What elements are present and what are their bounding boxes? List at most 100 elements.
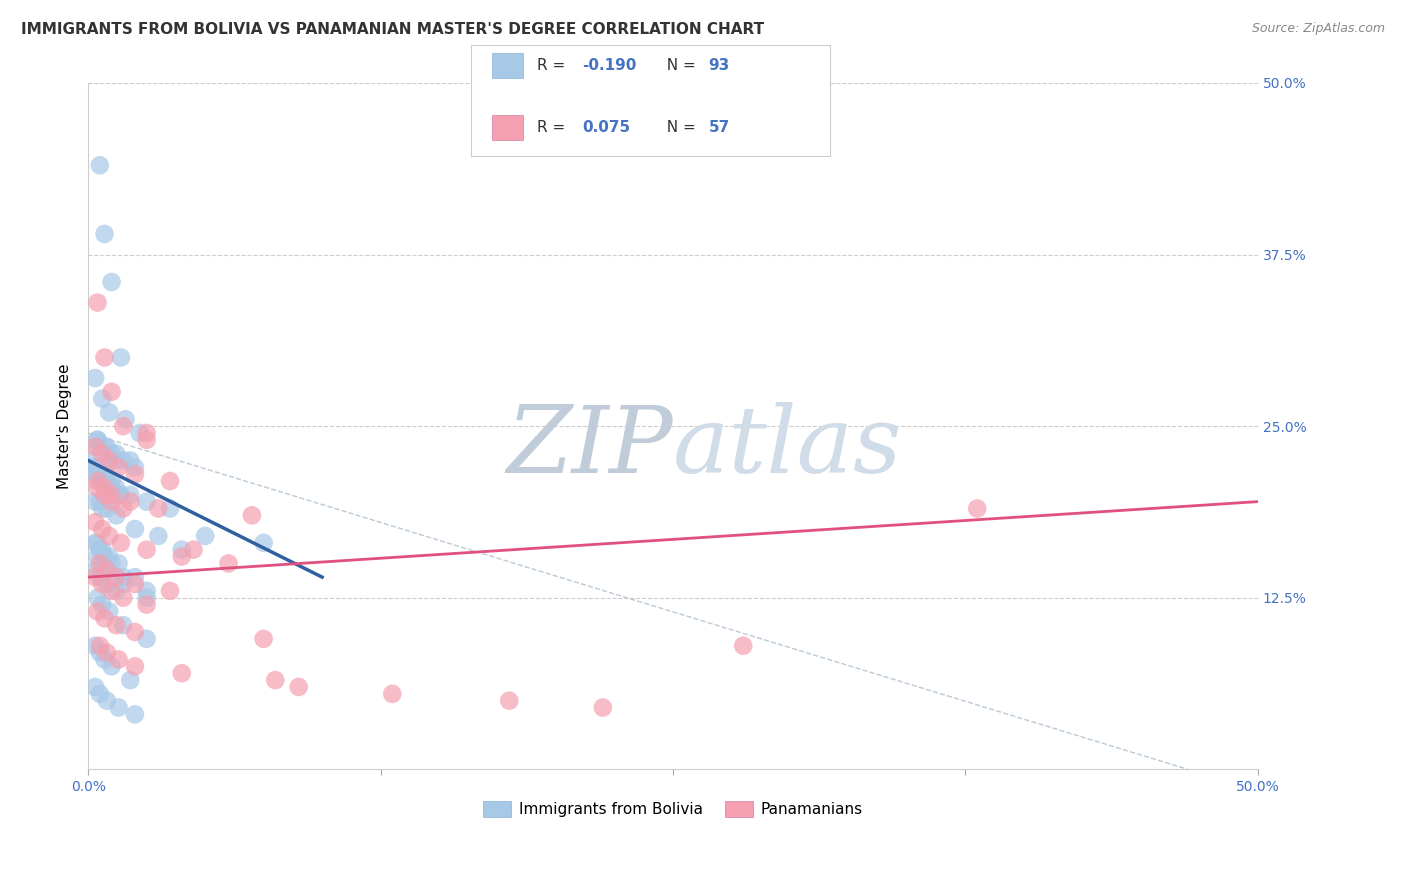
Point	[84, 570, 107, 584]
Point	[120, 488, 142, 502]
Point	[120, 673, 142, 687]
Text: R =: R =	[537, 58, 571, 73]
Point	[107, 557, 129, 571]
Point	[218, 557, 240, 571]
Point	[148, 501, 170, 516]
Point	[93, 474, 115, 488]
Text: N =: N =	[657, 120, 700, 135]
Point	[98, 549, 121, 564]
Point	[96, 694, 118, 708]
Point	[82, 453, 104, 467]
Point	[96, 474, 118, 488]
Text: R =: R =	[537, 120, 571, 135]
Point	[86, 433, 108, 447]
Point	[114, 412, 136, 426]
Point	[120, 494, 142, 508]
Point	[86, 536, 108, 550]
Point	[93, 467, 115, 482]
Text: -0.190: -0.190	[582, 58, 637, 73]
Point	[112, 618, 135, 632]
Point	[86, 433, 108, 447]
Point	[498, 694, 520, 708]
Text: ZIP: ZIP	[506, 401, 673, 491]
Point	[112, 570, 135, 584]
Point	[84, 494, 107, 508]
Point	[98, 481, 121, 495]
Point	[93, 481, 115, 495]
Point	[84, 371, 107, 385]
Point	[287, 680, 309, 694]
Point	[89, 494, 111, 508]
Point	[89, 158, 111, 172]
Text: 93: 93	[709, 58, 730, 73]
Point	[91, 392, 114, 406]
Point	[91, 557, 114, 571]
Point	[86, 295, 108, 310]
Point	[124, 467, 146, 482]
Point	[96, 577, 118, 591]
Point	[96, 474, 118, 488]
Point	[733, 639, 755, 653]
Point	[135, 542, 157, 557]
Point	[98, 453, 121, 467]
Point	[105, 488, 128, 502]
Point	[84, 515, 107, 529]
Point	[86, 481, 108, 495]
Point	[96, 440, 118, 454]
Point	[100, 481, 122, 495]
Point	[107, 700, 129, 714]
Point	[128, 425, 150, 440]
Point	[84, 639, 107, 653]
Point	[135, 433, 157, 447]
Point	[86, 591, 108, 605]
Point	[110, 488, 132, 502]
Point	[89, 467, 111, 482]
Point	[252, 536, 274, 550]
Point	[105, 508, 128, 523]
Legend: Immigrants from Bolivia, Panamanians: Immigrants from Bolivia, Panamanians	[477, 796, 869, 823]
Point	[93, 440, 115, 454]
Point	[100, 557, 122, 571]
Point	[91, 598, 114, 612]
Point	[84, 536, 107, 550]
Point	[100, 488, 122, 502]
Point	[112, 501, 135, 516]
Point	[98, 481, 121, 495]
Point	[107, 652, 129, 666]
Point	[124, 460, 146, 475]
Point	[93, 488, 115, 502]
Point	[592, 700, 614, 714]
Point	[91, 474, 114, 488]
Point	[98, 529, 121, 543]
Point	[100, 583, 122, 598]
Point	[89, 646, 111, 660]
Point	[86, 549, 108, 564]
Point	[264, 673, 287, 687]
Point	[86, 440, 108, 454]
Point	[194, 529, 217, 543]
Point	[105, 618, 128, 632]
Point	[135, 632, 157, 646]
Point	[86, 474, 108, 488]
Point	[91, 446, 114, 460]
Point	[135, 425, 157, 440]
Point	[966, 501, 988, 516]
Point	[91, 542, 114, 557]
Point	[100, 494, 122, 508]
Point	[86, 604, 108, 618]
Y-axis label: Master's Degree: Master's Degree	[58, 363, 72, 489]
Point	[100, 474, 122, 488]
Point	[135, 591, 157, 605]
Point	[124, 522, 146, 536]
Point	[96, 563, 118, 577]
Point	[89, 460, 111, 475]
Point	[170, 666, 193, 681]
Point	[96, 563, 118, 577]
Point	[100, 446, 122, 460]
Point	[89, 542, 111, 557]
Point	[124, 570, 146, 584]
Point	[96, 446, 118, 460]
Point	[103, 453, 125, 467]
Point	[381, 687, 404, 701]
Text: N =: N =	[657, 58, 700, 73]
